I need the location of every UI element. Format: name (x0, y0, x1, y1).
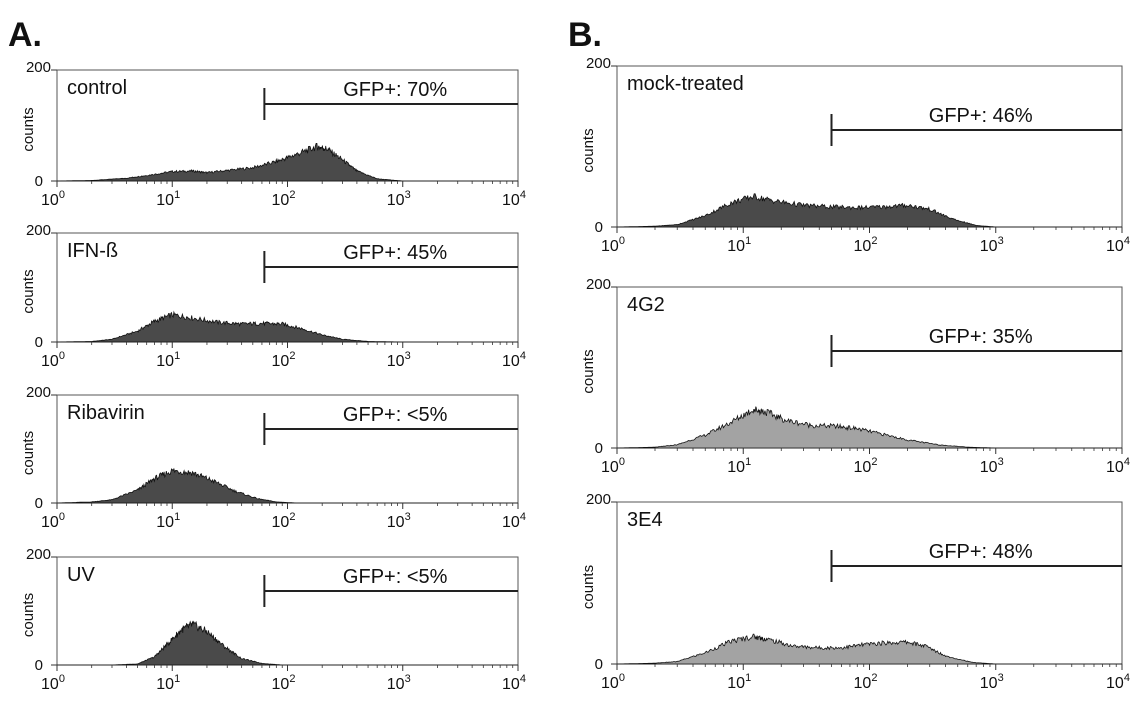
plot-frame (616, 501, 1123, 665)
x-tick-label: 101 (156, 189, 180, 209)
y-axis-label: counts (580, 349, 597, 393)
y-axis-label: counts (20, 593, 37, 637)
gate-percent-label: GFP+: <5% (343, 566, 448, 588)
y-axis-label: counts (20, 431, 37, 475)
plot-2: Ribavirin GFP+: <5% 200 0 counts 100 101 102 103… (20, 384, 526, 531)
x-tick-label: 101 (727, 456, 751, 476)
gate-percent-label: GFP+: 35% (929, 326, 1033, 348)
gate-percent-label: GFP+: 46% (929, 105, 1033, 127)
plot-frame (56, 556, 519, 666)
x-tick-label: 103 (387, 511, 411, 531)
x-tick-label: 103 (387, 673, 411, 693)
x-tick-label: 102 (854, 456, 878, 476)
x-tick-label: 101 (156, 350, 180, 370)
plot-1: IFN-ß GFP+: 45% 200 0 counts 100 101 102 103 104 (20, 222, 526, 370)
plot-frame (616, 286, 1123, 449)
x-tick-label: 100 (41, 673, 65, 693)
x-tick-label: 102 (854, 672, 878, 692)
sample-label: UV (67, 564, 95, 586)
y-tick-label-200: 200 (26, 222, 51, 239)
y-tick-label-200: 200 (26, 59, 51, 76)
x-tick-label: 100 (41, 189, 65, 209)
x-tick-label: 101 (727, 235, 751, 255)
x-tick-label: 101 (727, 672, 751, 692)
sample-label: 4G2 (627, 294, 665, 316)
histogram-area (617, 406, 1122, 449)
panel-label-b: B. (568, 16, 602, 54)
x-tick-label: 100 (601, 456, 625, 476)
x-tick-label: 101 (156, 673, 180, 693)
x-tick-label: 100 (41, 350, 65, 370)
x-tick-label: 100 (601, 672, 625, 692)
x-tick-label: 104 (1106, 456, 1130, 476)
y-tick-label-0: 0 (595, 219, 603, 236)
y-axis-label: counts (580, 565, 597, 609)
y-tick-label-0: 0 (595, 440, 603, 457)
histogram-area (57, 467, 518, 504)
gate-percent-label: GFP+: 48% (929, 541, 1033, 563)
sample-label: 3E4 (627, 509, 663, 531)
x-tick-label: 104 (502, 673, 526, 693)
x-tick-label: 103 (980, 235, 1004, 255)
x-tick-label: 102 (272, 189, 296, 209)
sample-label: control (67, 77, 127, 99)
y-tick-label-0: 0 (35, 657, 43, 674)
y-axis-label: counts (20, 269, 37, 313)
y-tick-label-200: 200 (26, 384, 51, 401)
y-axis-label: counts (20, 107, 37, 151)
gate-percent-label: GFP+: 45% (343, 242, 447, 264)
plot-6: 3E4 GFP+: 48% 200 0 counts 100 101 102 103 104 (580, 491, 1130, 692)
panel-label-a: A. (8, 16, 42, 54)
y-axis-label: counts (580, 128, 597, 172)
y-tick-label-0: 0 (35, 334, 43, 351)
x-tick-label: 104 (502, 189, 526, 209)
sample-label: mock-treated (627, 73, 744, 95)
x-tick-label: 104 (502, 511, 526, 531)
x-tick-label: 102 (272, 511, 296, 531)
plot-3: UV GFP+: <5% 200 0 counts 100 101 102 103 104 (20, 546, 526, 693)
y-tick-label-200: 200 (586, 276, 611, 293)
sample-label: Ribavirin (67, 402, 145, 424)
x-tick-label: 102 (272, 673, 296, 693)
histogram-area (57, 620, 518, 666)
x-tick-label: 103 (980, 456, 1004, 476)
plot-4: mock-treated GFP+: 46% 200 0 counts 100 101 102… (580, 55, 1130, 255)
histogram-area (617, 193, 1122, 228)
x-tick-label: 104 (1106, 235, 1130, 255)
x-tick-label: 103 (980, 672, 1004, 692)
x-tick-label: 102 (854, 235, 878, 255)
y-tick-label-0: 0 (595, 656, 603, 673)
histogram-area (57, 310, 518, 343)
x-tick-label: 102 (272, 350, 296, 370)
y-tick-label-0: 0 (35, 495, 43, 512)
x-tick-label: 100 (601, 235, 625, 255)
plot-5: 4G2 GFP+: 35% 200 0 counts 100 101 102 103 104 (580, 276, 1130, 476)
gate-percent-label: GFP+: <5% (343, 404, 448, 426)
gate-percent-label: GFP+: 70% (343, 79, 447, 101)
histogram-area (57, 143, 518, 182)
x-tick-label: 100 (41, 511, 65, 531)
y-tick-label-0: 0 (35, 173, 43, 190)
histogram-area (617, 633, 1122, 665)
x-tick-label: 103 (387, 189, 411, 209)
y-tick-label-200: 200 (26, 546, 51, 563)
y-tick-label-200: 200 (586, 55, 611, 72)
x-tick-label: 101 (156, 511, 180, 531)
plot-0: control GFP+: 70% 200 0 counts 100 101 102 103 10… (20, 59, 526, 209)
x-tick-label: 104 (502, 350, 526, 370)
x-tick-label: 103 (387, 350, 411, 370)
x-tick-label: 104 (1106, 672, 1130, 692)
y-tick-label-200: 200 (586, 491, 611, 508)
sample-label: IFN-ß (67, 240, 118, 262)
